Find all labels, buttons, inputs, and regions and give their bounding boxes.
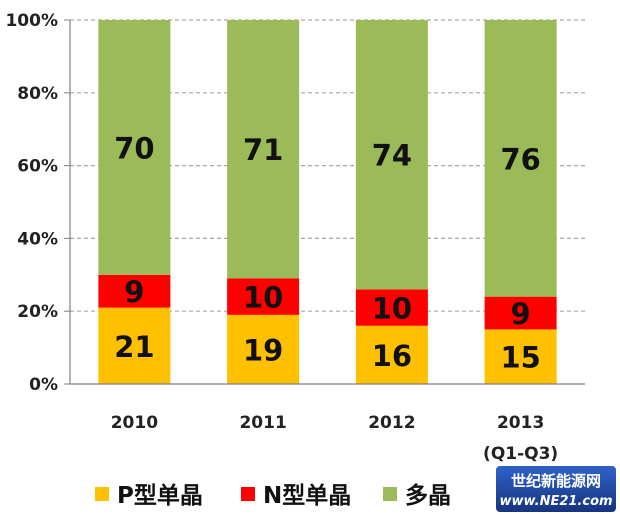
data-label: 70 — [114, 131, 154, 165]
data-label: 15 — [500, 341, 540, 375]
bars — [98, 20, 557, 384]
legend-label: N型单晶 — [263, 483, 351, 509]
y-tick-label: 20% — [17, 302, 58, 322]
legend-swatch — [241, 487, 255, 501]
y-tick-label: 80% — [17, 84, 58, 104]
data-label: 16 — [372, 339, 412, 373]
data-label: 19 — [243, 333, 283, 367]
bar-segment — [355, 325, 428, 384]
bar-segment — [484, 329, 557, 384]
legend: P型单晶 N型单晶 多晶 — [95, 482, 451, 509]
watermark-background — [496, 466, 616, 512]
x-axis-tick-labels: 2010 2011 2012 2013 (Q1-Q3) — [111, 413, 558, 464]
data-label: 71 — [243, 133, 283, 167]
bar-segment — [98, 307, 171, 384]
data-label: 9 — [511, 297, 531, 331]
data-label: 21 — [114, 330, 154, 364]
bar-segment — [227, 20, 300, 279]
x-tick-label: 2011 — [239, 413, 286, 433]
bar-segment — [355, 20, 428, 290]
x-tick-label: 2013 — [497, 413, 544, 433]
bar-segment — [98, 20, 171, 275]
y-axis-tick-labels: 0% 20% 40% 60% 80% 100% — [5, 11, 70, 395]
data-label: 10 — [243, 281, 283, 315]
data-label: 74 — [372, 139, 412, 173]
legend-swatch — [383, 487, 397, 501]
y-tick-label: 60% — [17, 157, 58, 177]
bar-segment — [227, 314, 300, 384]
x-tick-label: 2010 — [111, 413, 158, 433]
watermark-url: www.NE21.com — [499, 494, 612, 509]
watermark-title: 世纪新能源网 — [511, 472, 601, 490]
data-label: 10 — [372, 292, 412, 326]
x-tick-sublabel: (Q1-Q3) — [483, 444, 558, 464]
legend-swatch — [95, 487, 109, 501]
bar-segment — [98, 274, 171, 308]
legend-label: P型单晶 — [117, 483, 203, 509]
watermark-logo: 世纪新能源网 www.NE21.com — [496, 466, 616, 512]
axes — [69, 20, 585, 385]
y-tick-label: 0% — [29, 375, 58, 395]
data-label: 9 — [124, 275, 144, 309]
bar-segment — [355, 289, 428, 326]
x-tick-label: 2012 — [368, 413, 415, 433]
data-label: 76 — [500, 142, 540, 176]
data-labels: 21 9 70 19 10 71 16 10 74 15 9 76 — [114, 131, 541, 374]
bar-segment — [484, 20, 557, 297]
bar-segment — [227, 278, 300, 315]
bar-segment — [484, 296, 557, 330]
legend-label: 多晶 — [405, 482, 451, 509]
y-tick-label: 100% — [5, 11, 58, 31]
y-tick-label: 40% — [17, 229, 58, 249]
